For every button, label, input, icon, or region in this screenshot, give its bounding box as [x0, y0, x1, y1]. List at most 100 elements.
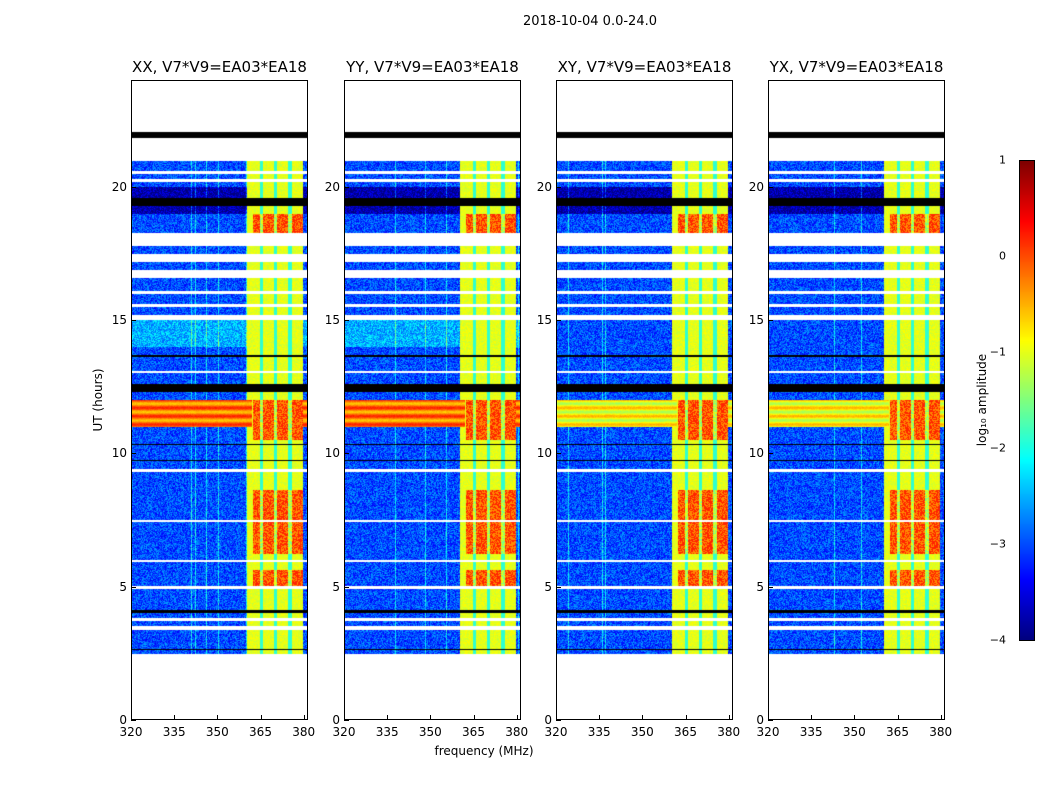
x-tick-mark	[344, 715, 345, 720]
x-tick-mark	[556, 715, 557, 720]
y-tick-mark	[344, 186, 349, 188]
panel-title: YX, V7*V9=EA03*EA18	[769, 58, 944, 76]
x-tick-label: 335	[799, 725, 823, 739]
colorbar-tick-label: −4	[989, 633, 1006, 647]
colorbar-gradient	[1020, 161, 1034, 640]
heatmap-panel-xx	[131, 80, 308, 720]
y-tick-mark	[768, 720, 773, 721]
x-tick-label: 335	[375, 725, 399, 739]
y-tick-mark	[131, 720, 136, 721]
x-tick-mark	[642, 715, 644, 720]
x-tick-label: 335	[587, 725, 611, 739]
x-tick-mark	[473, 715, 475, 720]
y-tick-label: 10	[748, 446, 764, 461]
y-tick-label: 5	[119, 579, 127, 594]
y-tick-mark	[131, 586, 136, 588]
y-tick-label: 5	[756, 579, 764, 594]
panel-title: YY, V7*V9=EA03*EA18	[346, 58, 519, 76]
x-tick-mark	[599, 715, 601, 720]
y-tick-label: 5	[544, 579, 552, 594]
x-tick-label: 365	[462, 725, 485, 739]
y-tick-mark	[344, 320, 349, 321]
colorbar-tick-label: −1	[989, 345, 1006, 359]
y-tick-label: 15	[536, 313, 552, 327]
x-tick-mark	[131, 715, 132, 720]
x-tick-label: 380	[929, 725, 953, 739]
x-tick-label: 365	[886, 725, 909, 739]
heatmap-panel-yx	[768, 80, 945, 720]
x-tick-mark	[768, 715, 769, 720]
y-tick-mark	[131, 320, 136, 321]
colorbar-tick-label: 0	[999, 249, 1006, 263]
x-tick-label: 320	[119, 725, 143, 739]
y-tick-label: 10	[324, 446, 340, 461]
x-tick-label: 350	[842, 725, 866, 739]
x-tick-mark	[387, 715, 389, 720]
x-tick-mark	[854, 715, 856, 720]
y-tick-mark	[131, 453, 136, 455]
heatmap-panel-yy	[344, 80, 521, 720]
y-tick-mark	[556, 586, 561, 588]
panel-title: XX, V7*V9=EA03*EA18	[132, 58, 307, 76]
heatmap-image	[557, 81, 732, 719]
y-tick-mark	[344, 720, 349, 721]
y-axis-label: UT (hours)	[91, 368, 105, 432]
heatmap-image	[345, 81, 520, 719]
x-tick-mark	[516, 715, 518, 720]
y-tick-mark	[344, 586, 349, 588]
colorbar-tick-label: 1	[999, 153, 1006, 167]
y-tick-mark	[768, 186, 773, 188]
x-tick-mark	[897, 715, 899, 720]
x-tick-mark	[685, 715, 687, 720]
colorbar-tick-label: −3	[989, 537, 1006, 551]
x-tick-mark	[940, 715, 942, 720]
x-tick-mark	[303, 715, 305, 720]
y-tick-label: 0	[332, 713, 340, 727]
x-tick-label: 350	[205, 725, 229, 739]
x-tick-mark	[728, 715, 730, 720]
panel-title: XY, V7*V9=EA03*EA18	[557, 58, 732, 76]
y-tick-mark	[556, 186, 561, 188]
x-tick-label: 365	[674, 725, 697, 739]
y-tick-label: 20	[324, 179, 340, 194]
heatmap-image	[769, 81, 944, 719]
x-tick-label: 320	[332, 725, 356, 739]
y-tick-label: 5	[332, 579, 340, 594]
x-tick-label: 350	[418, 725, 442, 739]
x-tick-label: 380	[505, 725, 529, 739]
x-tick-mark	[260, 715, 262, 720]
x-tick-mark	[811, 715, 813, 720]
x-tick-mark	[217, 715, 219, 720]
y-tick-mark	[768, 320, 773, 321]
y-tick-mark	[131, 186, 136, 188]
y-tick-label: 20	[536, 179, 552, 194]
y-tick-label: 20	[748, 179, 764, 194]
x-tick-label: 320	[544, 725, 568, 739]
y-tick-label: 0	[119, 713, 127, 727]
x-tick-label: 380	[292, 725, 316, 739]
x-tick-label: 320	[756, 725, 780, 739]
x-tick-label: 365	[249, 725, 272, 739]
heatmap-image	[132, 81, 307, 719]
y-tick-label: 20	[111, 179, 127, 194]
y-tick-mark	[556, 720, 561, 721]
y-tick-label: 0	[756, 713, 764, 727]
colorbar-tick-label: −2	[989, 441, 1006, 455]
x-tick-mark	[174, 715, 176, 720]
y-tick-mark	[556, 320, 561, 321]
y-tick-mark	[768, 586, 773, 588]
x-tick-label: 350	[630, 725, 654, 739]
colorbar	[1019, 160, 1035, 641]
y-tick-mark	[768, 453, 773, 455]
colorbar-label: log₁₀ amplitude	[975, 353, 989, 447]
y-tick-label: 15	[324, 313, 340, 327]
x-axis-label: frequency (MHz)	[434, 744, 534, 758]
y-tick-label: 0	[544, 713, 552, 727]
y-tick-label: 15	[748, 313, 764, 327]
heatmap-panel-xy	[556, 80, 733, 720]
y-tick-label: 15	[111, 313, 127, 327]
figure-title: 2018-10-04 0.0-24.0	[523, 14, 657, 29]
y-tick-mark	[556, 453, 561, 455]
x-tick-label: 335	[162, 725, 186, 739]
x-tick-mark	[430, 715, 432, 720]
